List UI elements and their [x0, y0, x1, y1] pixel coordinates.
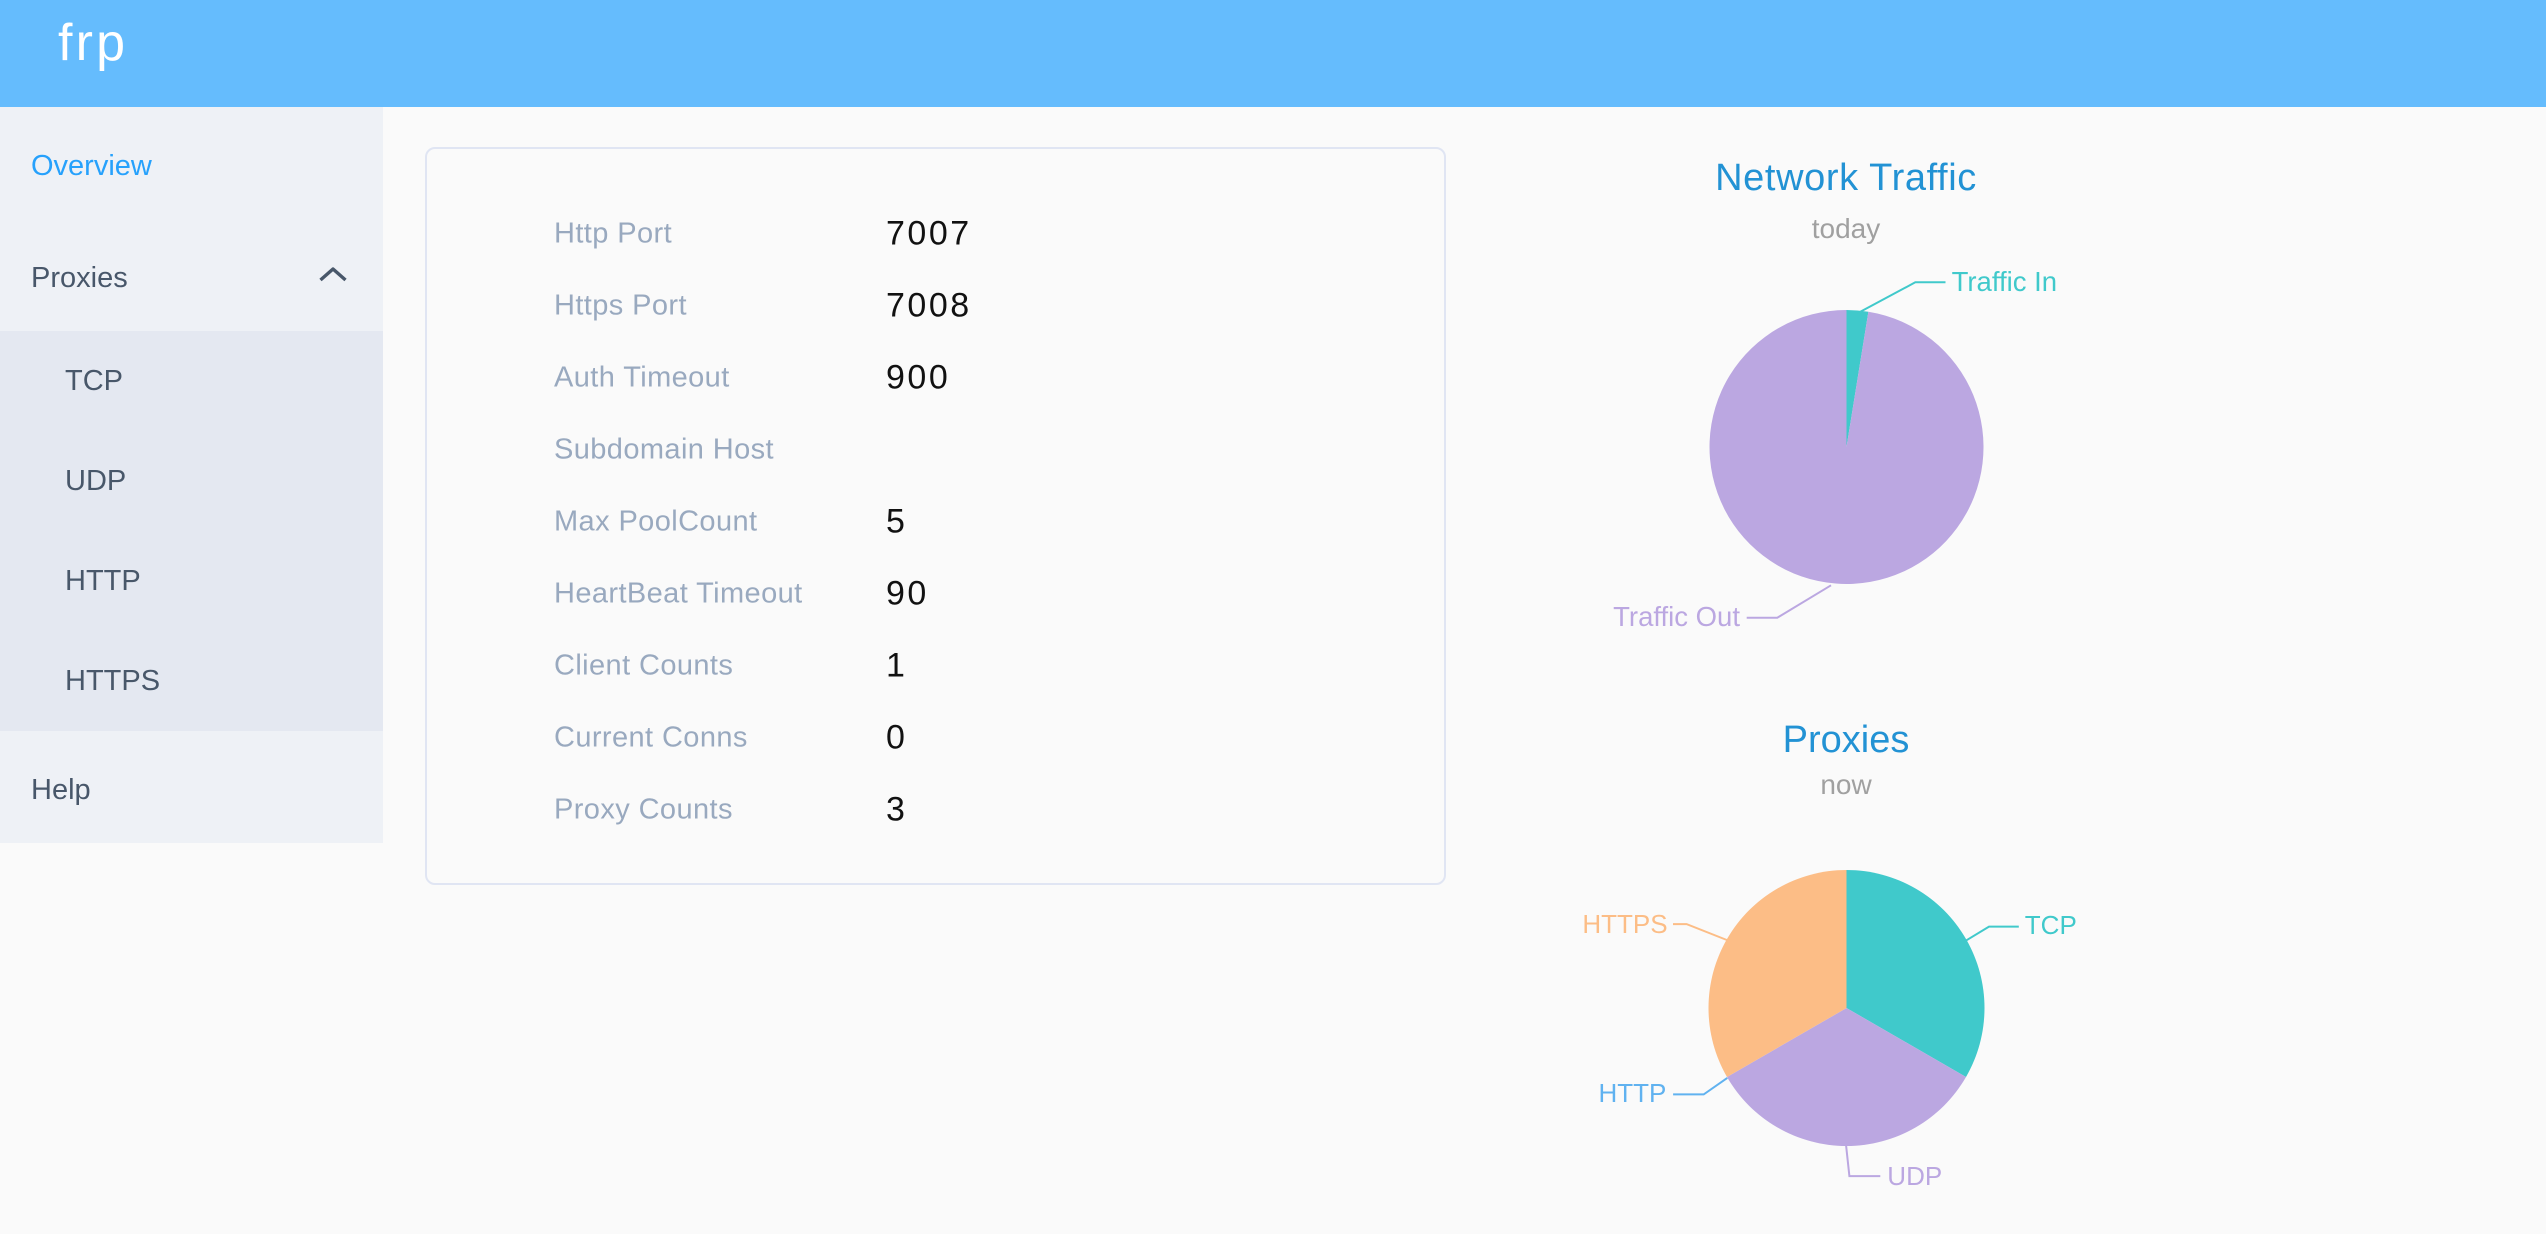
svg-text:today: today — [1812, 213, 1881, 244]
svg-text:HTTPS: HTTPS — [1582, 909, 1667, 939]
svg-text:Traffic Out: Traffic Out — [1613, 601, 1740, 632]
svg-text:UDP: UDP — [1887, 1161, 1942, 1191]
svg-text:HTTP: HTTP — [1599, 1078, 1667, 1108]
svg-text:Traffic In: Traffic In — [1952, 266, 2057, 297]
svg-text:Network Traffic: Network Traffic — [1715, 157, 1977, 199]
svg-text:now: now — [1820, 769, 1872, 800]
svg-text:TCP: TCP — [2025, 910, 2077, 940]
svg-text:Proxies: Proxies — [1783, 719, 1910, 761]
